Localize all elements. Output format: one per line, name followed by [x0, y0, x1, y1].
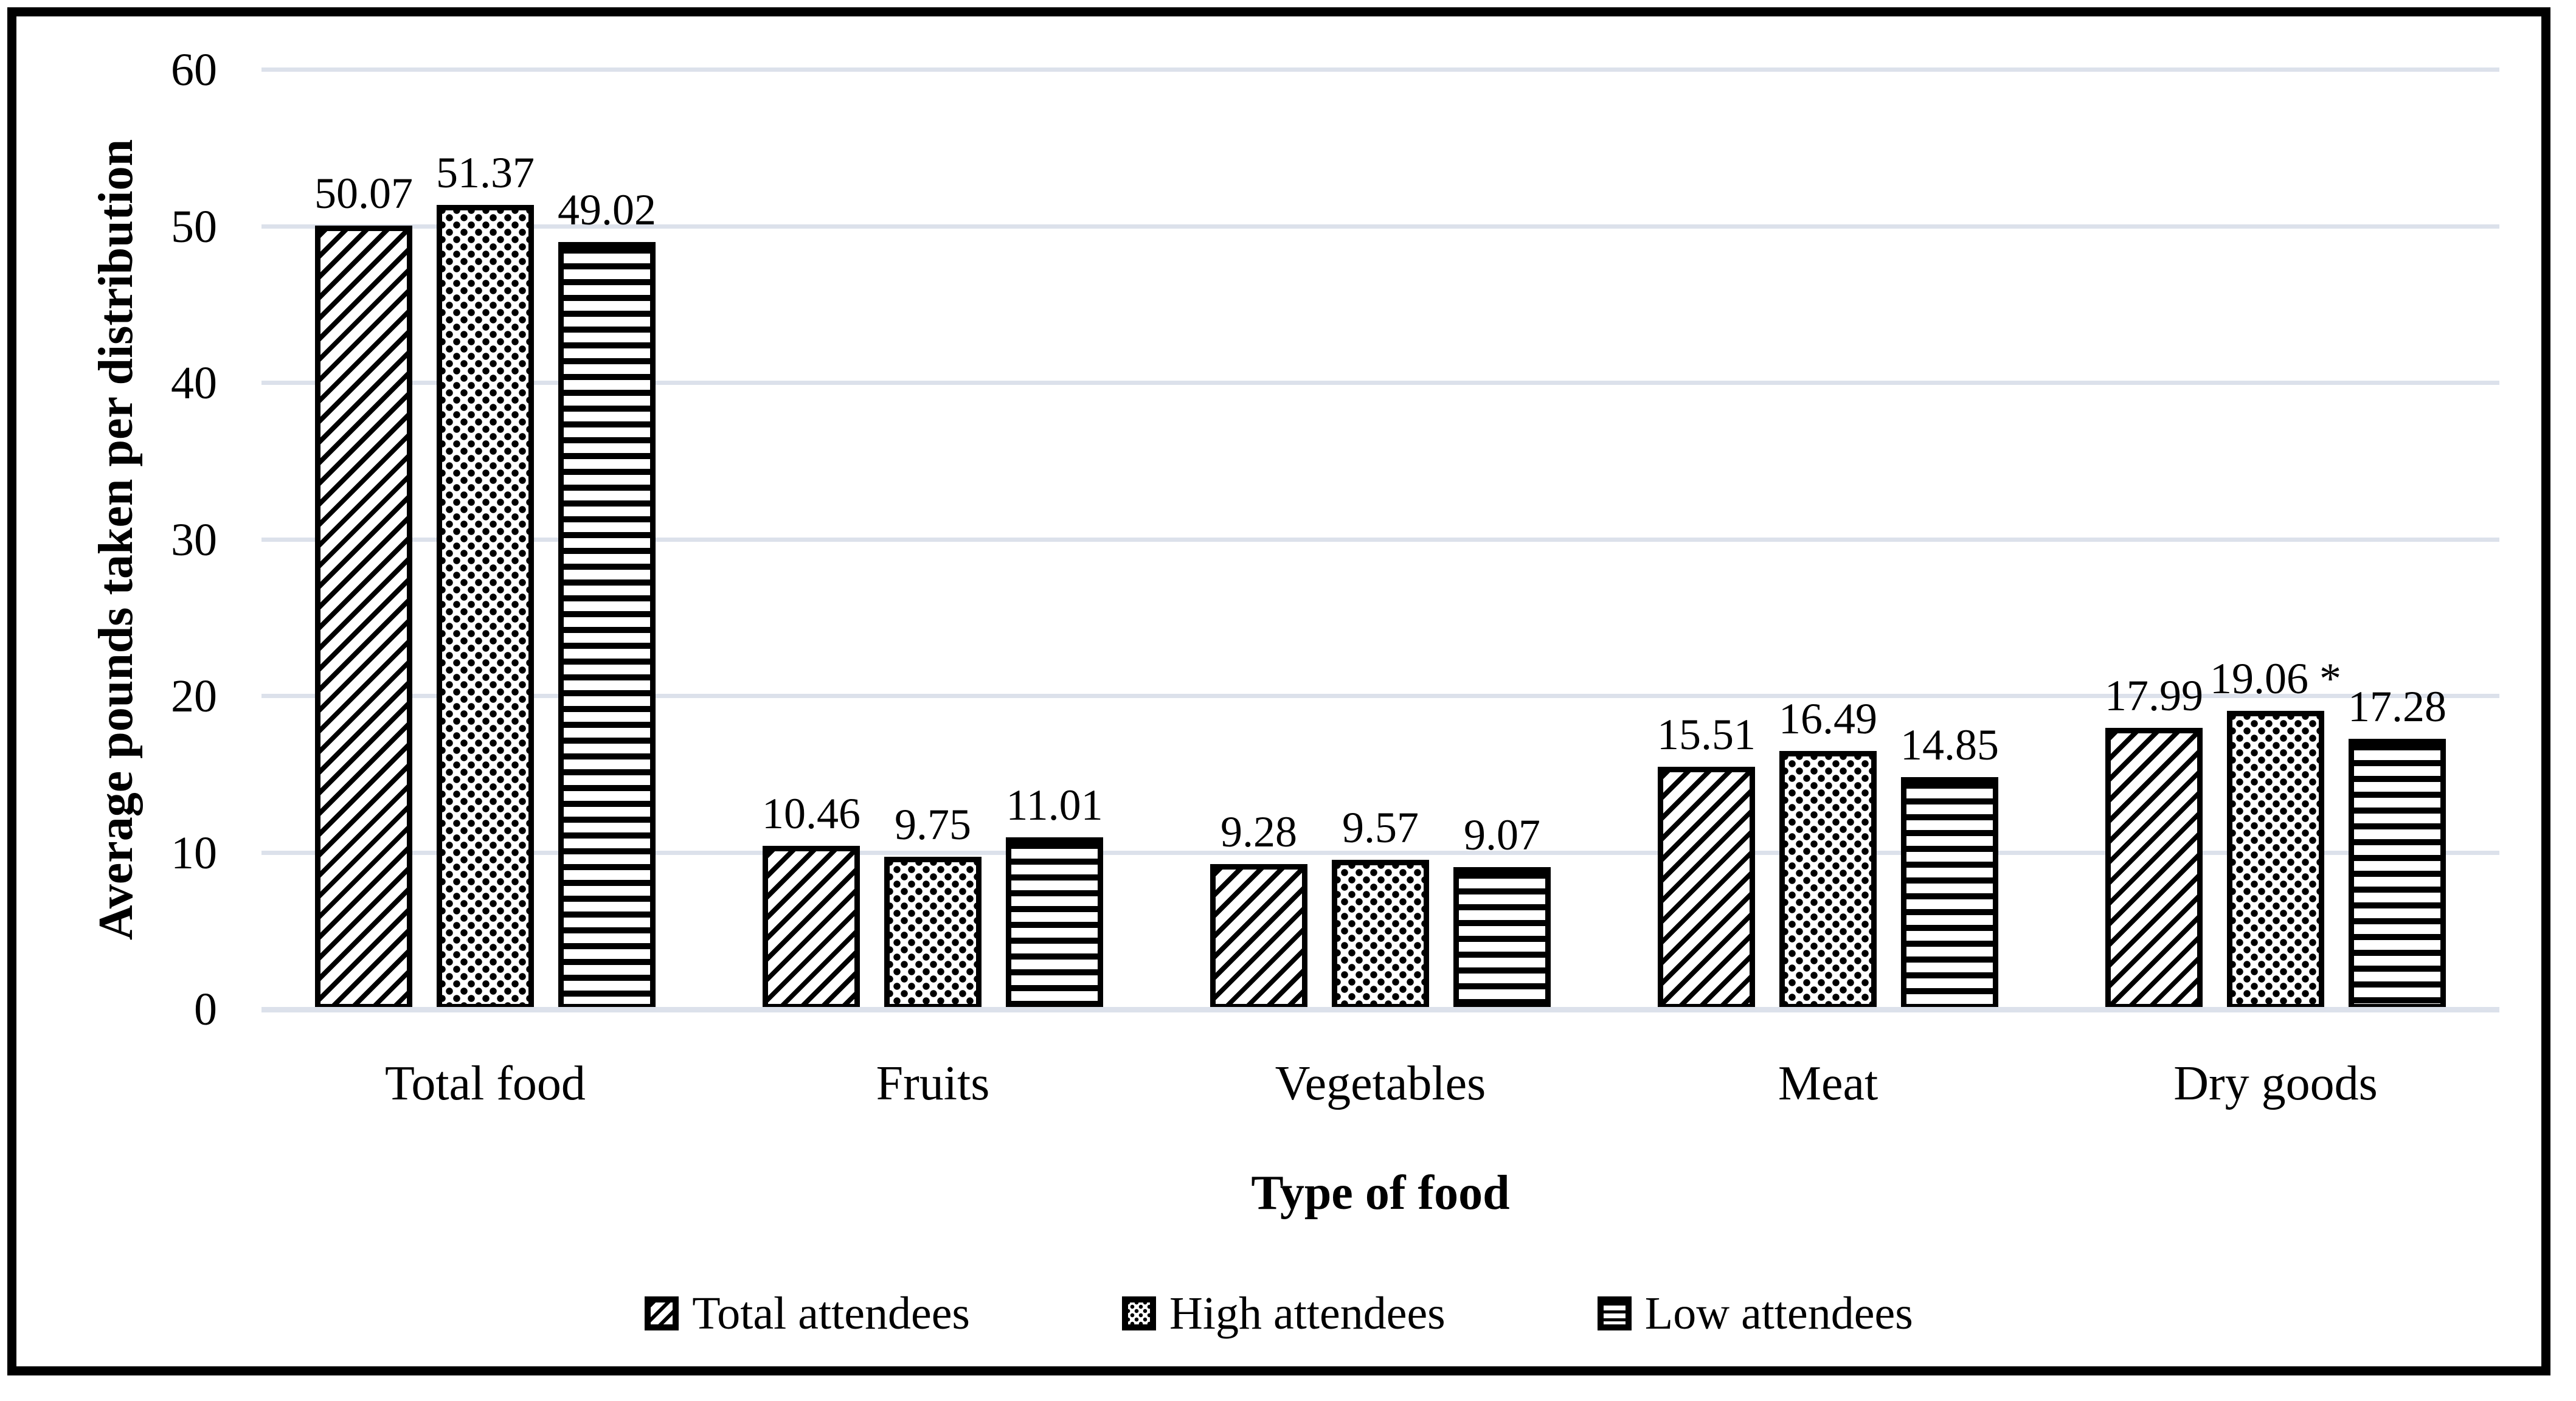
- bar-value-label: 17.28: [2348, 682, 2446, 732]
- bar: 10.46: [762, 792, 860, 1009]
- bar-value-label: 9.28: [1220, 808, 1297, 857]
- bar: 9.57: [1332, 806, 1429, 1009]
- x-category-label: Meat: [1778, 1057, 1878, 1110]
- gridline-20: [261, 694, 2499, 699]
- bar: 11.01: [1006, 783, 1103, 1009]
- bar: 9.75: [884, 803, 982, 1009]
- plot-area: 50.07 51.37 49.02 10.46 9.75 11.01 9.28 9.57 9.0…: [261, 67, 2499, 1012]
- x-category-label: Total food: [385, 1057, 586, 1110]
- bar-value-label: 9.75: [895, 800, 971, 849]
- gridline-40: [261, 381, 2499, 386]
- y-tick-label: 20: [171, 671, 217, 722]
- bar: 51.37: [436, 151, 535, 1009]
- bar-group-total-food: 50.07 51.37 49.02: [261, 70, 709, 1009]
- legend-item: High attendees: [1122, 1290, 1446, 1337]
- bar-group-dry-goods: 17.99 19.06 * 17.28: [2052, 70, 2499, 1009]
- y-tick-label: 60: [171, 44, 217, 95]
- x-category-label: Fruits: [876, 1057, 990, 1110]
- gridline-10: [261, 850, 2499, 855]
- bar: 14.85: [1900, 723, 1999, 1009]
- bar-group-vegetables: 9.28 9.57 9.07: [1157, 70, 1604, 1009]
- x-axis-line: [261, 1007, 2499, 1012]
- bar: 15.51: [1657, 713, 1756, 1009]
- x-category-label: Dry goods: [2173, 1057, 2378, 1110]
- gridline-60: [261, 67, 2499, 72]
- bar: 49.02: [558, 188, 656, 1009]
- y-tick-label: 30: [171, 514, 217, 566]
- legend-item: Low attendees: [1597, 1288, 1913, 1339]
- bar-group-meat: 15.51 16.49 14.85: [1604, 70, 2052, 1009]
- legend-label: Total attendees: [692, 1288, 971, 1339]
- bar-value-label: 19.06 *: [2210, 654, 2341, 704]
- bar: 17.28: [2348, 685, 2446, 1009]
- y-tick-label: 40: [171, 358, 217, 409]
- bar-value-label: 17.99: [2105, 671, 2203, 720]
- bar-value-label: 49.02: [558, 185, 656, 234]
- legend-swatch-diagonal-stripes-icon: [645, 1296, 679, 1330]
- legend-item: Total attendees: [645, 1290, 970, 1337]
- bar-value-label: 9.07: [1464, 811, 1540, 860]
- x-axis-title: Type of food: [1251, 1166, 1510, 1220]
- bar: 16.49: [1779, 697, 1877, 1009]
- bar: 19.06 *: [2210, 657, 2341, 1009]
- bar: 17.99: [2105, 674, 2203, 1009]
- x-category-label: Vegetables: [1275, 1057, 1486, 1110]
- bar-value-label: 10.46: [762, 789, 860, 838]
- y-tick-label: 0: [194, 984, 217, 1035]
- legend-swatch-horizontal-stripes-icon: [1597, 1296, 1632, 1330]
- legend-swatch-dots-icon: [1122, 1296, 1157, 1330]
- y-axis-tick-labels: 0 10 20 30 40 50 60: [41, 16, 217, 1366]
- legend-label: Low attendees: [1644, 1288, 1913, 1339]
- bar-value-label: 51.37: [436, 148, 535, 198]
- y-tick-label: 10: [171, 827, 217, 879]
- bar-value-label: 50.07: [314, 168, 413, 218]
- bar-value-label: 14.85: [1900, 720, 1999, 769]
- bar: 9.07: [1453, 813, 1551, 1009]
- bar: 50.07: [314, 171, 413, 1009]
- gridline-50: [261, 224, 2499, 229]
- bar-groups: 50.07 51.37 49.02 10.46 9.75 11.01 9.28 9.57 9.0…: [261, 70, 2499, 1009]
- bar-value-label: 16.49: [1779, 694, 1877, 744]
- gridline-30: [261, 537, 2499, 542]
- bar: 9.28: [1210, 810, 1307, 1009]
- bar-value-label: 9.57: [1342, 803, 1419, 852]
- bar-group-fruits: 10.46 9.75 11.01: [709, 70, 1157, 1009]
- legend-label: High attendees: [1169, 1288, 1446, 1339]
- y-tick-label: 50: [171, 201, 217, 252]
- x-axis-category-labels: Total food Fruits Vegetables Meat Dry goods: [261, 1050, 2499, 1117]
- legend: Total attendees High attendees Low attende…: [16, 1290, 2541, 1337]
- bar-value-label: 11.01: [1006, 780, 1103, 829]
- bar-value-label: 15.51: [1657, 710, 1756, 759]
